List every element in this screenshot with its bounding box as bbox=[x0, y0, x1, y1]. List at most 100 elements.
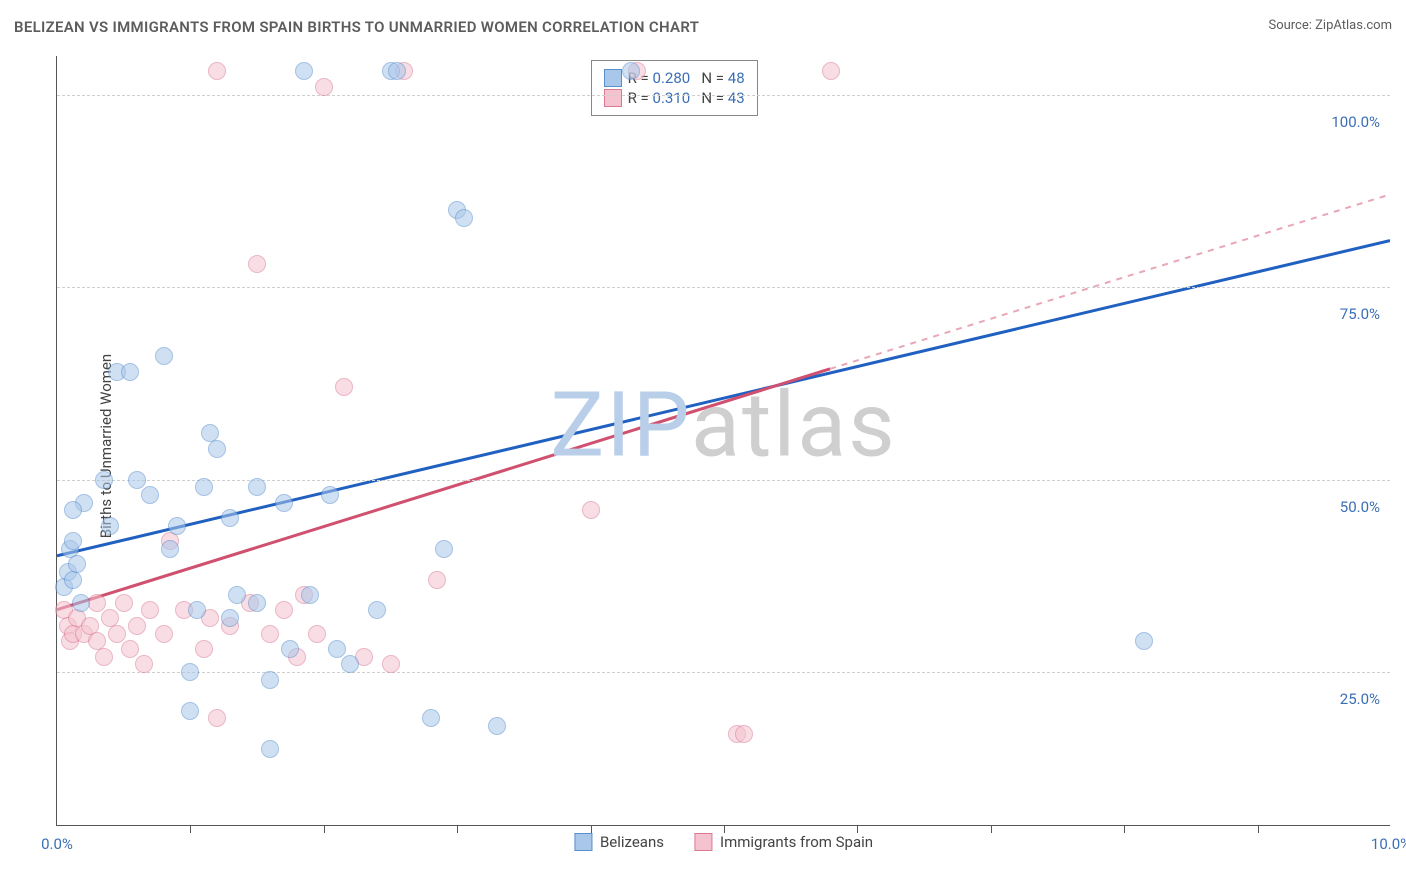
legend-correlation-text: R = 0.310 N = 43 bbox=[628, 89, 745, 107]
scatter-point-series1 bbox=[328, 640, 346, 658]
x-tick bbox=[1258, 825, 1259, 833]
scatter-point-series1 bbox=[301, 586, 319, 604]
scatter-point-series1 bbox=[181, 663, 199, 681]
x-tick bbox=[591, 825, 592, 833]
scatter-point-series2 bbox=[315, 78, 333, 96]
scatter-point-series2 bbox=[335, 378, 353, 396]
scatter-point-series2 bbox=[208, 62, 226, 80]
scatter-point-series1 bbox=[68, 555, 86, 573]
legend-series-item: Belizeans bbox=[574, 833, 664, 851]
scatter-point-series1 bbox=[261, 671, 279, 689]
watermark: ZIPatlas bbox=[550, 373, 896, 478]
scatter-point-series2 bbox=[108, 625, 126, 643]
scatter-point-series2 bbox=[128, 617, 146, 635]
scatter-point-series1 bbox=[168, 517, 186, 535]
scatter-point-series2 bbox=[208, 709, 226, 727]
scatter-point-series2 bbox=[261, 625, 279, 643]
scatter-point-series1 bbox=[141, 486, 159, 504]
x-tick bbox=[857, 825, 858, 833]
scatter-point-series1 bbox=[388, 62, 406, 80]
y-tick-label: 100.0% bbox=[1331, 113, 1380, 131]
scatter-point-series1 bbox=[368, 601, 386, 619]
scatter-point-series1 bbox=[422, 709, 440, 727]
scatter-point-series1 bbox=[128, 471, 146, 489]
scatter-point-series1 bbox=[121, 363, 139, 381]
scatter-point-series1 bbox=[64, 571, 82, 589]
scatter-point-series1 bbox=[435, 540, 453, 558]
scatter-point-series1 bbox=[221, 609, 239, 627]
scatter-point-series1 bbox=[181, 702, 199, 720]
scatter-point-series1 bbox=[188, 601, 206, 619]
scatter-point-series1 bbox=[208, 440, 226, 458]
scatter-point-series1 bbox=[248, 478, 266, 496]
scatter-point-series1 bbox=[455, 209, 473, 227]
scatter-point-series2 bbox=[248, 255, 266, 273]
y-tick-label: 75.0% bbox=[1340, 305, 1380, 323]
scatter-point-series1 bbox=[228, 586, 246, 604]
x-tick bbox=[190, 825, 191, 833]
chart-title: BELIZEAN VS IMMIGRANTS FROM SPAIN BIRTHS… bbox=[14, 18, 699, 36]
legend-series: Belizeans Immigrants from Spain bbox=[574, 833, 873, 851]
scatter-point-series2 bbox=[195, 640, 213, 658]
scatter-point-series1 bbox=[64, 532, 82, 550]
scatter-point-series1 bbox=[622, 62, 640, 80]
legend-swatch bbox=[574, 833, 592, 851]
gridline-h bbox=[57, 287, 1390, 288]
legend-swatch bbox=[694, 833, 712, 851]
scatter-point-series2 bbox=[135, 655, 153, 673]
scatter-point-series1 bbox=[488, 717, 506, 735]
legend-swatch bbox=[604, 89, 622, 107]
x-tick bbox=[724, 825, 725, 833]
gridline-h bbox=[57, 672, 1390, 673]
scatter-point-series2 bbox=[308, 625, 326, 643]
scatter-point-series1 bbox=[261, 740, 279, 758]
scatter-point-series2 bbox=[822, 62, 840, 80]
y-tick-label: 50.0% bbox=[1340, 498, 1380, 516]
scatter-point-series1 bbox=[248, 594, 266, 612]
scatter-point-series2 bbox=[155, 625, 173, 643]
x-tick-label: 0.0% bbox=[41, 835, 73, 853]
legend-correlation-box: R = 0.280 N = 48R = 0.310 N = 43 bbox=[591, 60, 758, 116]
scatter-point-series2 bbox=[382, 655, 400, 673]
x-tick bbox=[324, 825, 325, 833]
scatter-point-series2 bbox=[582, 501, 600, 519]
x-tick bbox=[991, 825, 992, 833]
x-tick-label: 10.0% bbox=[1371, 835, 1406, 853]
scatter-point-series1 bbox=[72, 594, 90, 612]
scatter-point-series1 bbox=[275, 494, 293, 512]
legend-series-item: Immigrants from Spain bbox=[694, 833, 873, 851]
scatter-point-series1 bbox=[281, 640, 299, 658]
scatter-point-series2 bbox=[275, 601, 293, 619]
x-tick bbox=[1124, 825, 1125, 833]
scatter-point-series1 bbox=[195, 478, 213, 496]
source-label: Source: ZipAtlas.com bbox=[1268, 18, 1392, 33]
scatter-point-series2 bbox=[735, 725, 753, 743]
scatter-point-series2 bbox=[95, 648, 113, 666]
legend-series-label: Immigrants from Spain bbox=[720, 833, 873, 851]
scatter-point-series1 bbox=[155, 347, 173, 365]
scatter-point-series2 bbox=[428, 571, 446, 589]
plot-area: ZIPatlas R = 0.280 N = 48R = 0.310 N = 4… bbox=[56, 56, 1390, 826]
legend-swatch bbox=[604, 69, 622, 87]
scatter-point-series1 bbox=[341, 655, 359, 673]
watermark-part2: atlas bbox=[691, 373, 897, 478]
gridline-h bbox=[57, 95, 1390, 96]
scatter-point-series1 bbox=[1135, 632, 1153, 650]
scatter-point-series2 bbox=[88, 594, 106, 612]
scatter-point-series2 bbox=[141, 601, 159, 619]
scatter-point-series1 bbox=[321, 486, 339, 504]
legend-series-label: Belizeans bbox=[600, 833, 664, 851]
scatter-point-series1 bbox=[64, 501, 82, 519]
x-tick bbox=[457, 825, 458, 833]
scatter-point-series1 bbox=[295, 62, 313, 80]
scatter-point-series1 bbox=[221, 509, 239, 527]
legend-correlation-row: R = 0.310 N = 43 bbox=[604, 89, 745, 107]
trend-lines-svg bbox=[57, 56, 1390, 825]
scatter-point-series1 bbox=[95, 471, 113, 489]
scatter-point-series2 bbox=[121, 640, 139, 658]
scatter-point-series2 bbox=[115, 594, 133, 612]
scatter-point-series1 bbox=[101, 517, 119, 535]
scatter-point-series1 bbox=[161, 540, 179, 558]
y-tick-label: 25.0% bbox=[1340, 690, 1380, 708]
watermark-part1: ZIP bbox=[550, 373, 691, 478]
